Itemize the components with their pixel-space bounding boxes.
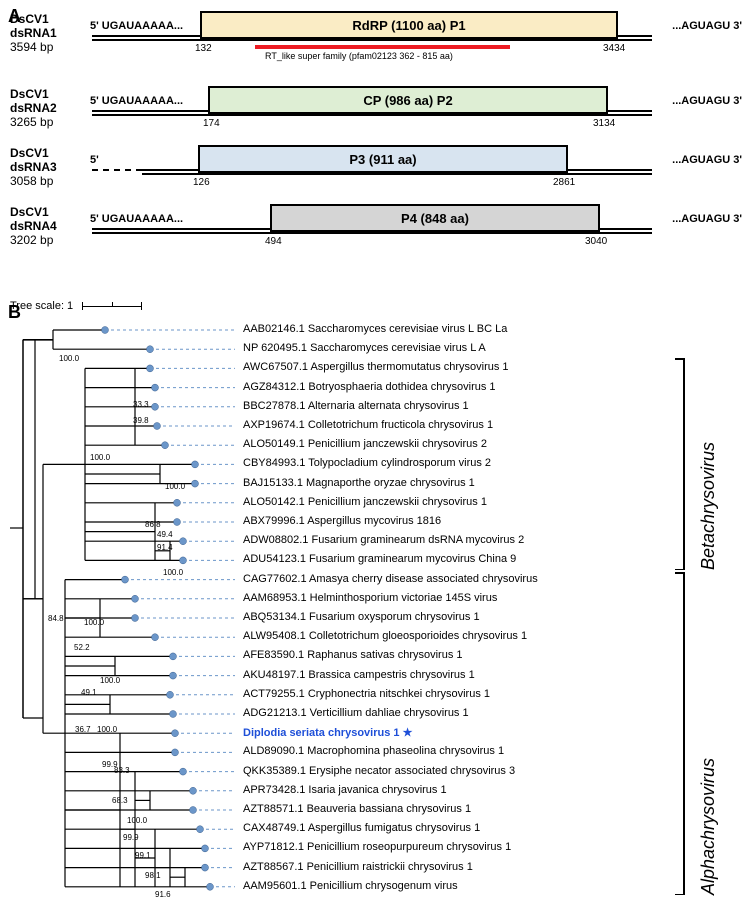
seq-5prime: 5' UGAUAAAAA... xyxy=(90,213,183,225)
segment-label: DsCV1dsRNA43202 bp xyxy=(10,205,57,247)
taxon-label: ACT79255.1 Cryphonectria nitschkei chrys… xyxy=(243,688,490,700)
orf-box: CP (986 aa) P2 xyxy=(208,86,608,114)
bootstrap-value: 86.8 xyxy=(145,520,161,529)
taxon-label: NP 620495.1 Saccharomyces cerevisiae vir… xyxy=(243,342,486,354)
bootstrap-value: 99.1 xyxy=(135,851,151,860)
taxon-label: AAM95601.1 Penicillium chrysogenum virus xyxy=(243,880,458,892)
bootstrap-value: 52.2 xyxy=(74,643,90,652)
clade-label: Alphachrysovirus xyxy=(698,572,719,895)
bootstrap-value: 83.3 xyxy=(114,766,130,775)
taxon-label: CBY84993.1 Tolypocladium cylindrosporum … xyxy=(243,457,491,469)
taxon-label: AAB02146.1 Saccharomyces cerevisiae viru… xyxy=(243,323,507,335)
tree-scale: Tree scale: 1 xyxy=(10,300,142,312)
segment-row: DsCV1dsRNA13594 bp 5' UGAUAAAAA... ...AGUA… xyxy=(10,10,742,83)
panel-a: DsCV1dsRNA13594 bp 5' UGAUAAAAA... ...AGUA… xyxy=(10,10,742,262)
orf-box: P3 (911 aa) xyxy=(198,145,568,173)
bootstrap-value: 91.4 xyxy=(157,543,173,552)
coord-end: 3134 xyxy=(593,118,615,129)
clade-bracket xyxy=(683,572,685,895)
bootstrap-value: 100.0 xyxy=(97,725,117,734)
taxon-label: BAJ15133.1 Magnaporthe oryzae chrysoviru… xyxy=(243,477,475,489)
segment-label: DsCV1dsRNA23265 bp xyxy=(10,87,57,129)
bootstrap-value: 100.0 xyxy=(59,354,79,363)
taxon-label: CAG77602.1 Amasya cherry disease associa… xyxy=(243,573,538,585)
seq-3prime: ...AGUAGU 3' xyxy=(672,95,742,107)
taxon-label: ABQ53134.1 Fusarium oxysporum chrysoviru… xyxy=(243,611,480,623)
bootstrap-value: 98.1 xyxy=(145,871,161,880)
taxon-label: AAM68953.1 Helminthosporium victoriae 14… xyxy=(243,592,497,604)
bootstrap-value: 100.0 xyxy=(127,816,147,825)
coord-end: 2861 xyxy=(553,177,575,188)
taxon-label: QKK35389.1 Erysiphe necator associated c… xyxy=(243,765,515,777)
seq-5prime: 5' UGAUAAAAA... xyxy=(90,20,183,32)
bootstrap-value: 49.1 xyxy=(81,688,97,697)
bootstrap-value: 91.6 xyxy=(155,890,171,899)
bootstrap-value: 100.0 xyxy=(163,568,183,577)
segment-row: DsCV1dsRNA43202 bp 5' UGAUAAAAA... ...AGUA… xyxy=(10,203,742,260)
taxon-label: ADG21213.1 Verticillium dahliae chrysovi… xyxy=(243,707,469,719)
seq-3prime: ...AGUAGU 3' xyxy=(672,154,742,166)
clade-bracket xyxy=(683,358,685,570)
taxon-label: AKU48197.1 Brassica campestris chrysovir… xyxy=(243,669,475,681)
bootstrap-value: 36.7 xyxy=(75,725,91,734)
bootstrap-value: 100.0 xyxy=(90,453,110,462)
taxon-label: ADU54123.1 Fusarium graminearum mycoviru… xyxy=(243,553,516,565)
bootstrap-value: 100.0 xyxy=(84,618,104,627)
taxon-label: ALO50149.1 Penicillium janczewskii chrys… xyxy=(243,438,487,450)
coord-start: 174 xyxy=(203,118,220,129)
bootstrap-value: 99.9 xyxy=(123,833,139,842)
orf-box: P4 (848 aa) xyxy=(270,204,600,232)
taxon-label: ALO50142.1 Penicillium janczewskii chrys… xyxy=(243,496,487,508)
seq-3prime: ...AGUAGU 3' xyxy=(672,20,742,32)
taxon-label: AWC67507.1 Aspergillus thermomutatus chr… xyxy=(243,361,509,373)
coord-end: 3434 xyxy=(603,43,625,54)
taxon-label: ABX79996.1 Aspergillus mycovirus 1816 xyxy=(243,515,441,527)
seq-5prime: 5' xyxy=(90,154,99,166)
taxon-label: AGZ84312.1 Botryosphaeria dothidea chrys… xyxy=(243,381,496,393)
taxon-label: AZT88571.1 Beauveria bassiana chrysoviru… xyxy=(243,803,471,815)
bootstrap-value: 33.3 xyxy=(133,400,149,409)
segment-label: DsCV1dsRNA33058 bp xyxy=(10,146,57,188)
pfam-bar xyxy=(255,45,510,49)
bootstrap-value: 100.0 xyxy=(165,482,185,491)
segment-row: DsCV1dsRNA33058 bp 5' ...AGUAGU 3' P3 (911 … xyxy=(10,144,742,201)
scale-bar xyxy=(82,302,142,310)
segment-label: DsCV1dsRNA13594 bp xyxy=(10,12,57,54)
bootstrap-value: 39.8 xyxy=(133,416,149,425)
bootstrap-value: 49.4 xyxy=(157,530,173,539)
panel-b: Tree scale: 1 AAB02146.1 Saccharomyces c… xyxy=(5,300,745,890)
taxon-label: AYP71812.1 Penicillium roseopurpureum ch… xyxy=(243,841,511,853)
coord-start: 494 xyxy=(265,236,282,247)
segment-row: DsCV1dsRNA23265 bp 5' UGAUAAAAA... ...AGUA… xyxy=(10,85,742,142)
tree-scale-text: Tree scale: 1 xyxy=(10,300,73,312)
taxon-label: CAX48749.1 Aspergillus fumigatus chrysov… xyxy=(243,822,480,834)
taxon-label: Diplodia seriata chrysovirus 1 ★ xyxy=(243,726,412,739)
taxon-label: AXP19674.1 Colletotrichum fructicola chr… xyxy=(243,419,493,431)
orf-box: RdRP (1100 aa) P1 xyxy=(200,11,618,39)
taxon-label: ADW08802.1 Fusarium graminearum dsRNA my… xyxy=(243,534,524,546)
coord-start: 132 xyxy=(195,43,212,54)
bootstrap-value: 100.0 xyxy=(100,676,120,685)
taxon-label: BBC27878.1 Alternaria alternata chrysovi… xyxy=(243,400,469,412)
taxon-label: ALW95408.1 Colletotrichum gloeosporioide… xyxy=(243,630,527,642)
clade-label: Betachrysovirus xyxy=(698,358,719,570)
bootstrap-value: 68.3 xyxy=(112,796,128,805)
taxon-label: APR73428.1 Isaria javanica chrysovirus 1 xyxy=(243,784,447,796)
coord-end: 3040 xyxy=(585,236,607,247)
seq-5prime: 5' UGAUAAAAA... xyxy=(90,95,183,107)
taxon-label: ALD89090.1 Macrophomina phaseolina chrys… xyxy=(243,745,504,757)
taxon-label: AZT88567.1 Penicillium raistrickii chrys… xyxy=(243,861,473,873)
taxon-label: AFE83590.1 Raphanus sativas chrysovirus … xyxy=(243,649,463,661)
seq-3prime: ...AGUAGU 3' xyxy=(672,213,742,225)
pfam-label: RT_like super family (pfam02123 362 - 81… xyxy=(265,51,453,61)
bootstrap-value: 84.8 xyxy=(48,614,64,623)
coord-start: 126 xyxy=(193,177,210,188)
